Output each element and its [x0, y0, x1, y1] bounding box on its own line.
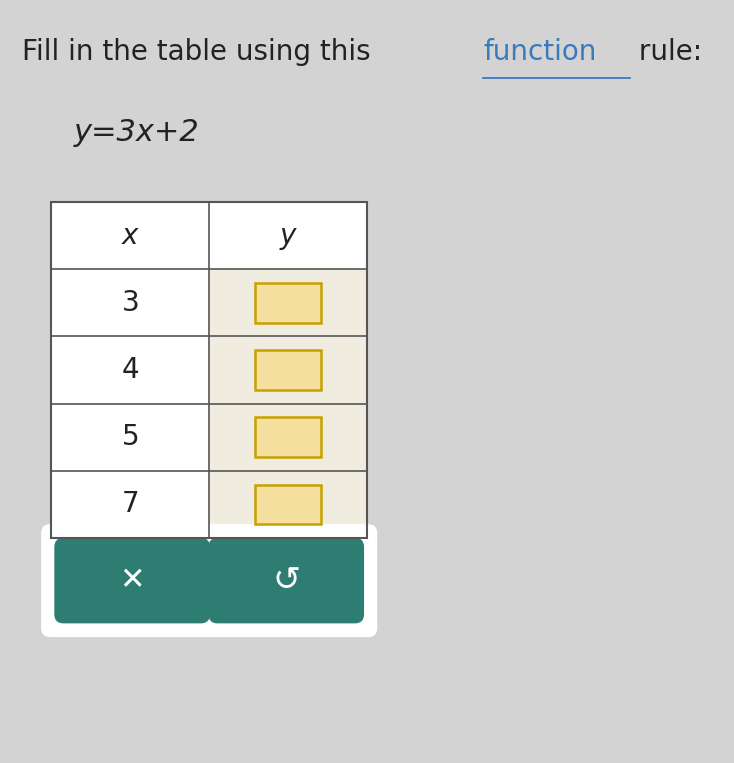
- FancyBboxPatch shape: [51, 404, 209, 471]
- FancyBboxPatch shape: [41, 524, 377, 637]
- FancyBboxPatch shape: [255, 283, 321, 323]
- FancyBboxPatch shape: [255, 350, 321, 390]
- FancyBboxPatch shape: [209, 269, 367, 336]
- FancyBboxPatch shape: [54, 538, 210, 623]
- FancyBboxPatch shape: [51, 336, 209, 404]
- Text: ✕: ✕: [120, 566, 145, 595]
- Text: y=3x+2: y=3x+2: [73, 118, 199, 147]
- Text: 4: 4: [121, 356, 139, 384]
- FancyBboxPatch shape: [209, 471, 367, 538]
- FancyBboxPatch shape: [51, 471, 209, 538]
- FancyBboxPatch shape: [255, 485, 321, 524]
- FancyBboxPatch shape: [209, 202, 367, 269]
- FancyBboxPatch shape: [51, 269, 209, 336]
- FancyBboxPatch shape: [208, 538, 364, 623]
- FancyBboxPatch shape: [209, 404, 367, 471]
- Text: ↺: ↺: [272, 564, 300, 597]
- Text: y: y: [280, 222, 297, 250]
- Text: rule:: rule:: [630, 38, 702, 66]
- Text: Fill in the table using this: Fill in the table using this: [22, 38, 379, 66]
- Text: x: x: [122, 222, 139, 250]
- FancyBboxPatch shape: [255, 417, 321, 457]
- FancyBboxPatch shape: [209, 336, 367, 404]
- FancyBboxPatch shape: [51, 202, 209, 269]
- Text: 7: 7: [121, 491, 139, 518]
- Text: function: function: [483, 38, 597, 66]
- Text: 3: 3: [121, 289, 139, 317]
- Text: 5: 5: [121, 423, 139, 451]
